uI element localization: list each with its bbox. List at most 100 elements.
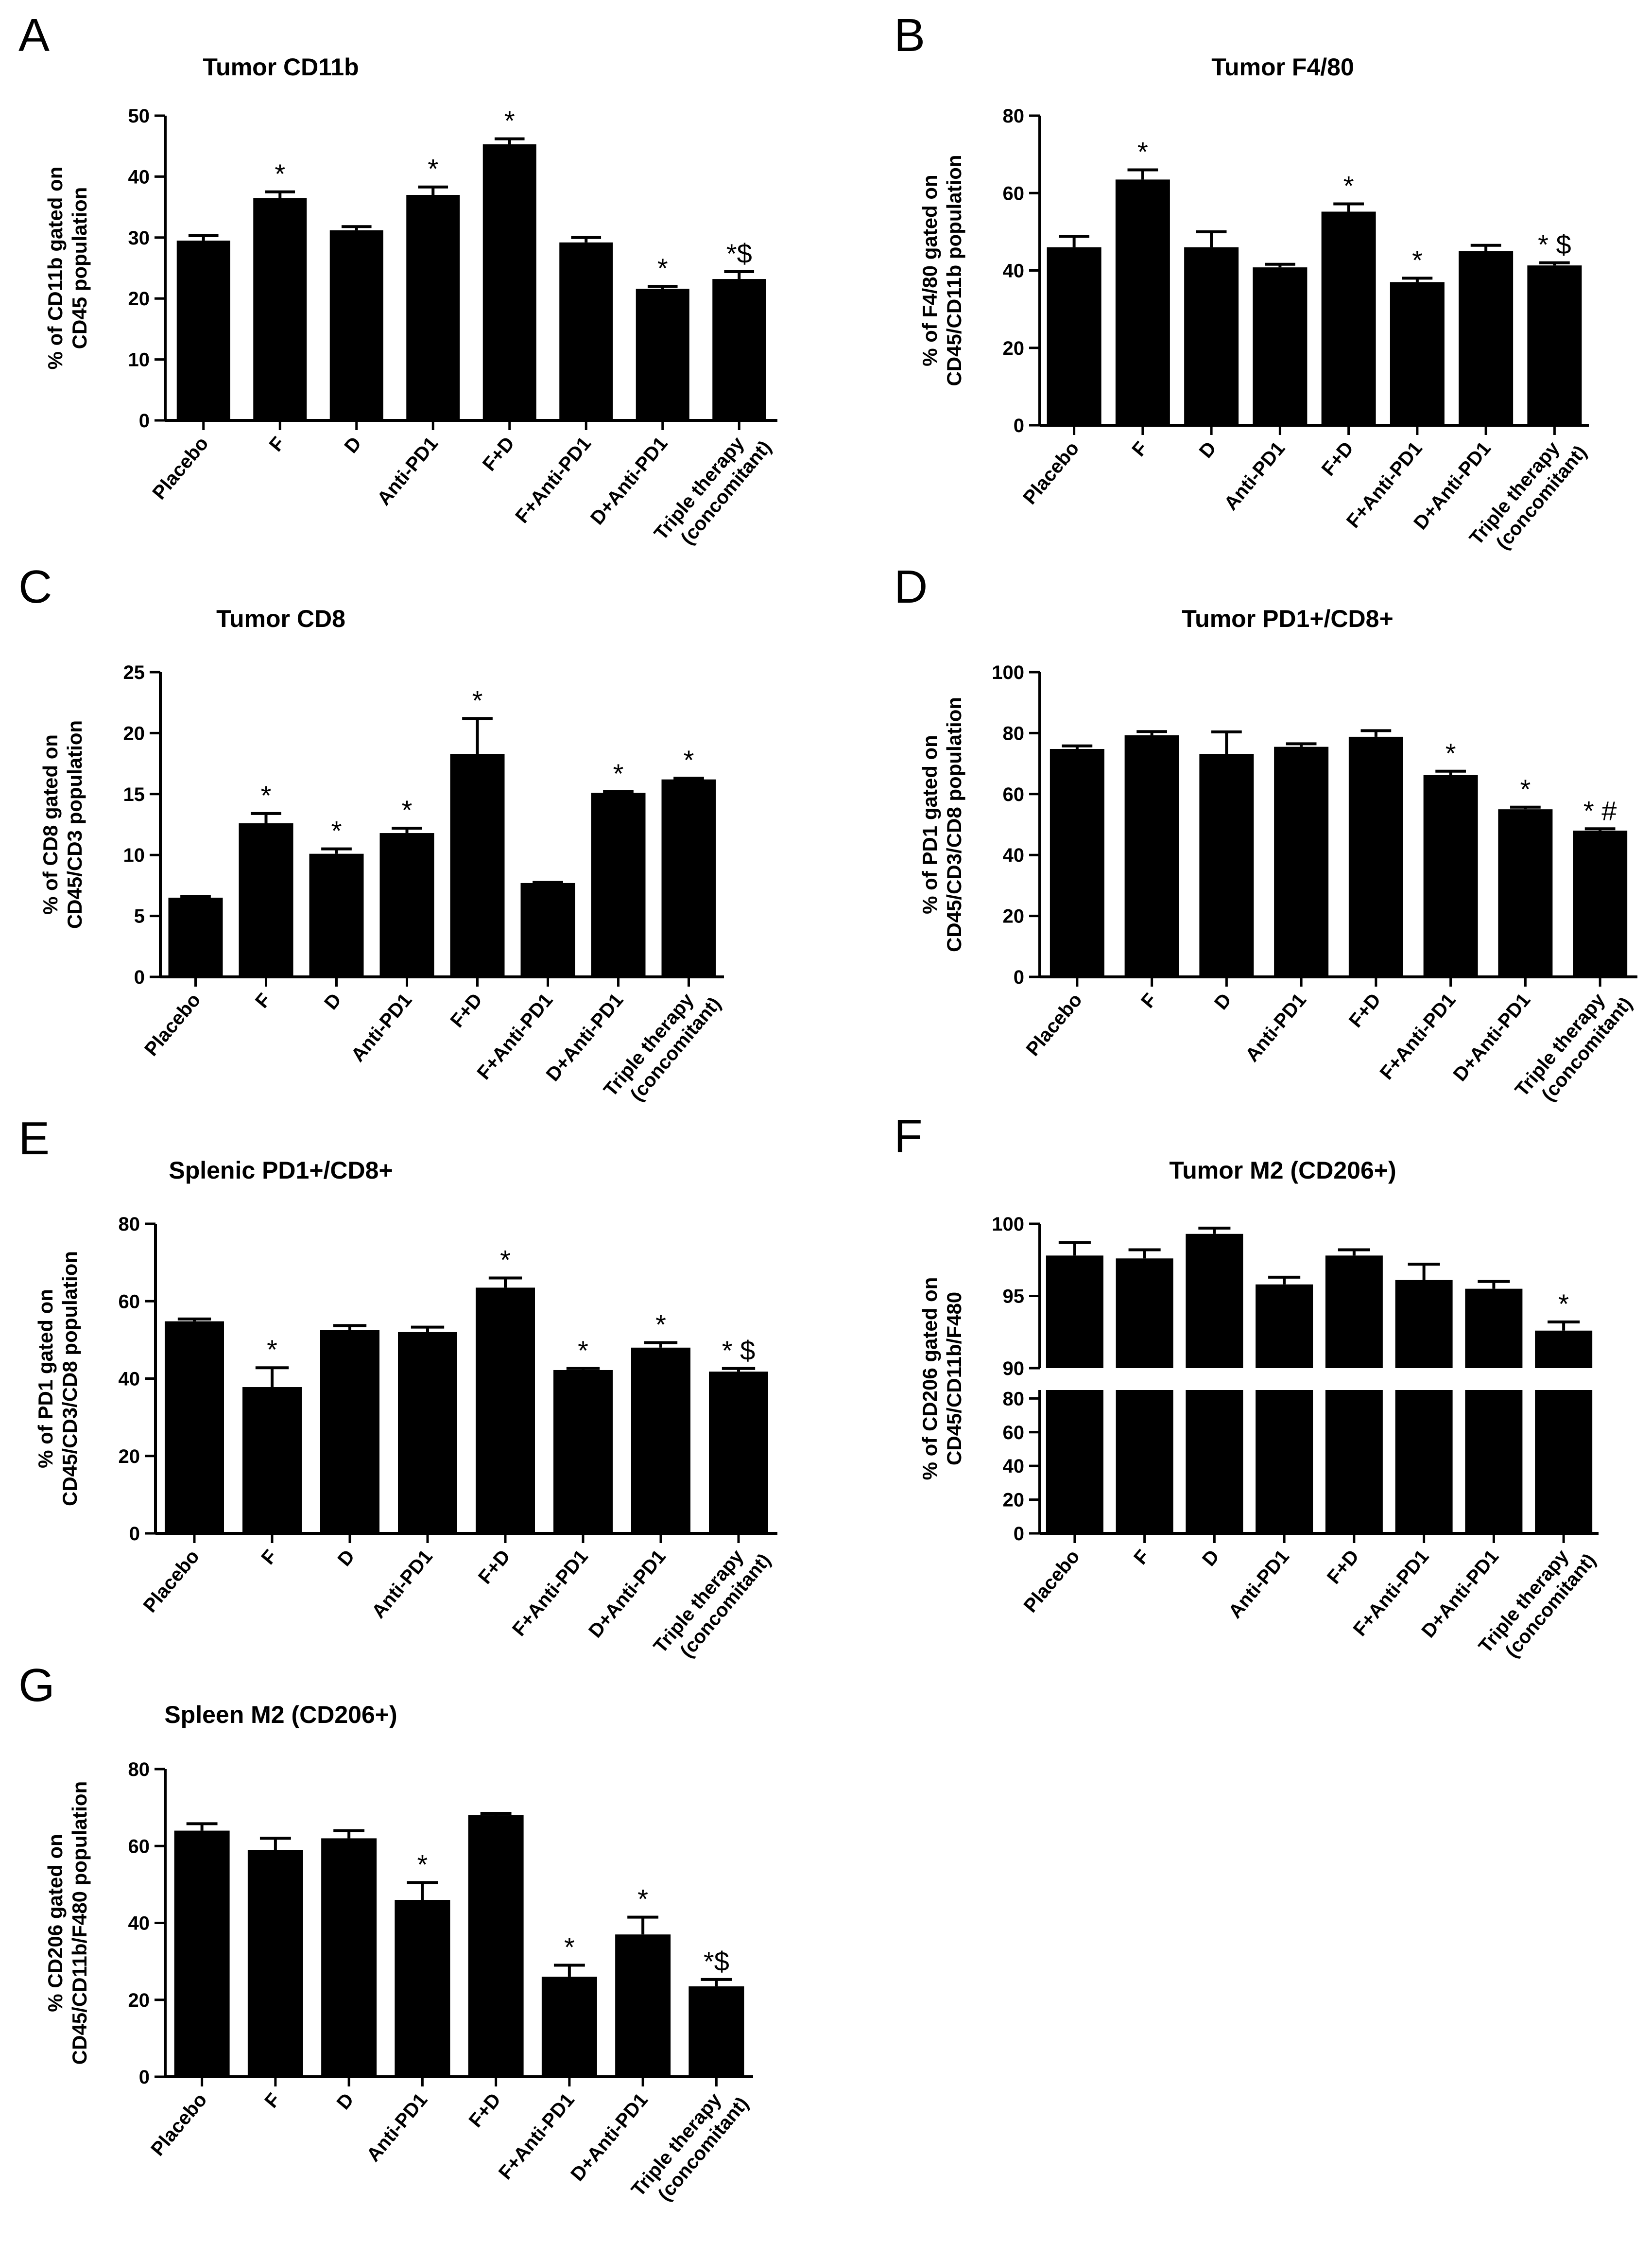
bar <box>1527 265 1582 425</box>
bar <box>168 897 223 977</box>
panel-a: A Tumor CD11b % of CD11b gated onCD45 popu… <box>18 9 777 559</box>
x-category-label: F+D <box>474 1546 515 1588</box>
y-tick-label: 50 <box>128 105 150 127</box>
chart-title: Spleen M2 (CD206+) <box>164 1701 397 1728</box>
bar-lower <box>1535 1390 1593 1533</box>
chart-title: Tumor M2 (CD206+) <box>1169 1157 1396 1184</box>
y-axis-label-line: CD45/CD11b/F480 population <box>68 1781 91 2065</box>
x-category-label-line: Anti-PD1 <box>362 2089 431 2166</box>
y-tick-label: 40 <box>1003 261 1025 282</box>
x-category-label: Triple therapy(concomitant) <box>650 422 775 559</box>
y-tick-label: 0 <box>139 2067 150 2088</box>
x-category-label-line: Anti-PD1 <box>368 1546 437 1623</box>
bar <box>1348 736 1403 977</box>
x-category-label: Anti-PD1 <box>347 990 416 1066</box>
x-category-label: F+D <box>479 433 519 475</box>
panel-g: G Spleen M2 (CD206+) % CD206 gated onCD45/… <box>18 1659 753 2205</box>
significance-label: * <box>275 158 285 189</box>
bar <box>242 1387 302 1533</box>
y-axis-label: % of F4/80 gated onCD45/CD11b population <box>918 155 965 386</box>
bar-lower <box>1395 1390 1453 1533</box>
y-tick-label: 15 <box>123 784 145 805</box>
x-category-label: F <box>1137 990 1161 1012</box>
x-category-label: Anti-PD1 <box>1220 438 1289 515</box>
bar <box>309 853 364 977</box>
x-category-label: Anti-PD1 <box>362 2089 431 2166</box>
bar <box>450 754 505 977</box>
significance-label: * <box>417 1849 428 1879</box>
bar <box>1047 247 1101 425</box>
x-category-label-line: F <box>1130 1546 1153 1569</box>
bar <box>468 1815 524 2077</box>
significance-label: * <box>1137 136 1148 167</box>
x-category-label-line: F <box>1137 990 1161 1012</box>
x-category-label: Placebo <box>1019 1546 1084 1617</box>
significance-label: * $ <box>1538 229 1571 260</box>
panel-letter-e: E <box>18 1112 50 1164</box>
y-tick-label: 80 <box>128 1759 150 1780</box>
significance-label: * <box>1412 244 1423 275</box>
x-category-label-line: F <box>251 990 275 1012</box>
bar <box>541 1977 597 2077</box>
y-axis-label-line: CD45/CD3 population <box>63 720 86 929</box>
bar <box>239 823 293 977</box>
panel-letter-c: C <box>18 561 52 613</box>
y-axis-label: % of PD1 gated onCD45/CD3/CD8 population <box>918 697 965 952</box>
y-axis-label-line: % of PD1 gated on <box>34 1289 57 1468</box>
significance-label: * <box>657 253 668 283</box>
bar <box>476 1287 535 1533</box>
bar <box>1115 179 1170 425</box>
x-category-label: D <box>1198 1546 1223 1570</box>
bar <box>1253 267 1308 425</box>
bar <box>1274 747 1329 977</box>
significance-label: * <box>655 1309 666 1339</box>
y-tick-label: 0 <box>1014 415 1024 436</box>
x-category-label: F+Anti-PD1 <box>1376 990 1460 1084</box>
significance-label: * <box>504 105 515 136</box>
y-tick-label-upper: 100 <box>992 1214 1024 1235</box>
y-tick-label: 60 <box>1003 784 1025 805</box>
significance-label: * # <box>1583 795 1617 826</box>
significance-label: * <box>472 685 483 715</box>
panel-d: D Tumor PD1+/CD8+ % of PD1 gated onCD45/CD… <box>894 561 1637 1116</box>
y-tick-label: 20 <box>119 1446 140 1467</box>
bar <box>1256 1284 1313 1368</box>
chart-title: Tumor CD8 <box>216 605 345 632</box>
bar <box>1498 809 1553 977</box>
y-axis-label: % of CD206 gated onCD45/CD11b/F480 <box>918 1277 965 1480</box>
significance-label: * <box>402 795 413 825</box>
x-category-label: F <box>257 1546 281 1569</box>
x-category-label: F+D <box>446 990 486 1032</box>
y-axis-label-line: % of F4/80 gated on <box>918 174 941 366</box>
x-category-label-line: F <box>265 433 289 456</box>
y-tick-label: 100 <box>992 662 1024 683</box>
significance-label: * <box>428 154 438 184</box>
x-category-label-line: F+Anti-PD1 <box>511 433 595 527</box>
y-axis-label-line: % of CD206 gated on <box>918 1277 941 1480</box>
y-tick-label: 5 <box>134 906 145 927</box>
x-category-label: Placebo <box>1022 990 1086 1060</box>
bar-lower <box>1465 1390 1523 1533</box>
y-tick-label: 0 <box>139 410 150 432</box>
bar <box>520 883 575 977</box>
y-axis-label: % of PD1 gated onCD45/CD3/CD8 population <box>34 1251 81 1506</box>
bar <box>398 1332 457 1533</box>
x-category-label: Anti-PD1 <box>368 1546 437 1623</box>
bar <box>247 1850 303 2077</box>
bar <box>1050 749 1104 977</box>
x-category-label-line: D <box>320 990 345 1014</box>
x-category-label-line: F+D <box>474 1546 515 1588</box>
y-axis-label: % of CD11b gated onCD45 population <box>44 167 91 370</box>
x-category-label: Triple therapy(concomitant) <box>1511 978 1636 1116</box>
panel-c: C Tumor CD8 % of CD8 gated onCD45/CD3 popu… <box>18 561 725 1105</box>
significance-label: * <box>267 1334 277 1365</box>
x-category-label-line: D <box>334 1546 359 1570</box>
bar <box>176 241 230 420</box>
bar <box>1535 1330 1593 1368</box>
panel-letter-f: F <box>894 1110 923 1162</box>
bar <box>253 198 307 420</box>
x-category-label: Placebo <box>139 1546 204 1617</box>
y-tick-label: 60 <box>119 1291 140 1312</box>
bar <box>1199 754 1254 977</box>
